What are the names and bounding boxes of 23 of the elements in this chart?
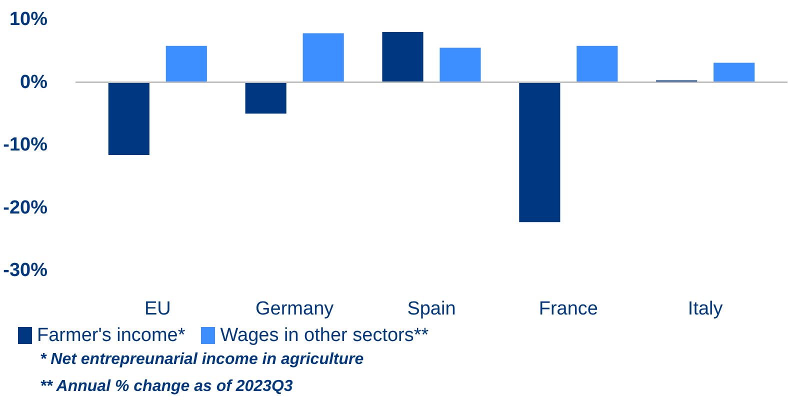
bar <box>440 48 481 82</box>
bar <box>108 82 150 156</box>
bar <box>519 82 560 222</box>
text: ** Annual % change as of 2023Q3 <box>40 377 294 397</box>
bar <box>245 82 286 114</box>
x-tick-label: Italy <box>688 298 724 320</box>
bar <box>576 46 618 82</box>
legend-label: Wages in other sectors** <box>219 324 429 348</box>
x-tick-label: Spain <box>407 298 456 320</box>
y-tick-label: 10% <box>9 9 48 30</box>
y-tick-label: -30% <box>3 260 48 281</box>
x-tick-label: France <box>538 298 598 320</box>
bar <box>166 46 207 82</box>
bar <box>714 62 755 82</box>
x-tick-label: EU <box>144 298 171 320</box>
text: * Net entrepreunarial income in agriculture <box>40 350 364 370</box>
bar <box>382 32 424 82</box>
y-tick-label: -10% <box>3 134 48 156</box>
bar <box>302 33 344 82</box>
legend-label: Farmer's income* <box>36 324 186 348</box>
y-tick-label: -20% <box>3 197 48 218</box>
y-tick-label: 0% <box>20 72 48 93</box>
x-tick-label: Germany <box>256 298 334 320</box>
